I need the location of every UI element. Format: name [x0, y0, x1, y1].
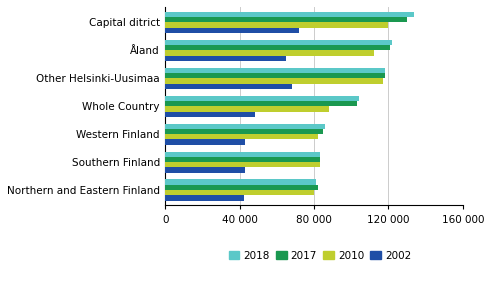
Bar	[165, 84, 292, 89]
Bar	[165, 134, 318, 140]
Bar	[165, 73, 385, 78]
Bar	[165, 50, 374, 56]
Bar	[165, 185, 318, 190]
Bar	[165, 78, 383, 84]
Bar	[165, 56, 286, 61]
Bar	[165, 195, 244, 201]
Bar	[165, 157, 320, 162]
Bar	[165, 12, 414, 17]
Bar	[165, 168, 246, 173]
Bar	[165, 68, 385, 73]
Bar	[165, 17, 407, 22]
Bar	[165, 140, 246, 145]
Bar	[165, 40, 392, 45]
Bar	[165, 96, 359, 101]
Bar	[165, 179, 316, 185]
Bar	[165, 152, 320, 157]
Bar	[165, 22, 388, 28]
Bar	[165, 124, 326, 129]
Bar	[165, 190, 314, 195]
Bar	[165, 28, 300, 33]
Bar	[165, 45, 390, 50]
Legend: 2018, 2017, 2010, 2002: 2018, 2017, 2010, 2002	[225, 246, 415, 265]
Bar	[165, 162, 320, 168]
Bar	[165, 106, 329, 111]
Bar	[165, 129, 324, 134]
Bar	[165, 111, 255, 117]
Bar	[165, 101, 357, 106]
